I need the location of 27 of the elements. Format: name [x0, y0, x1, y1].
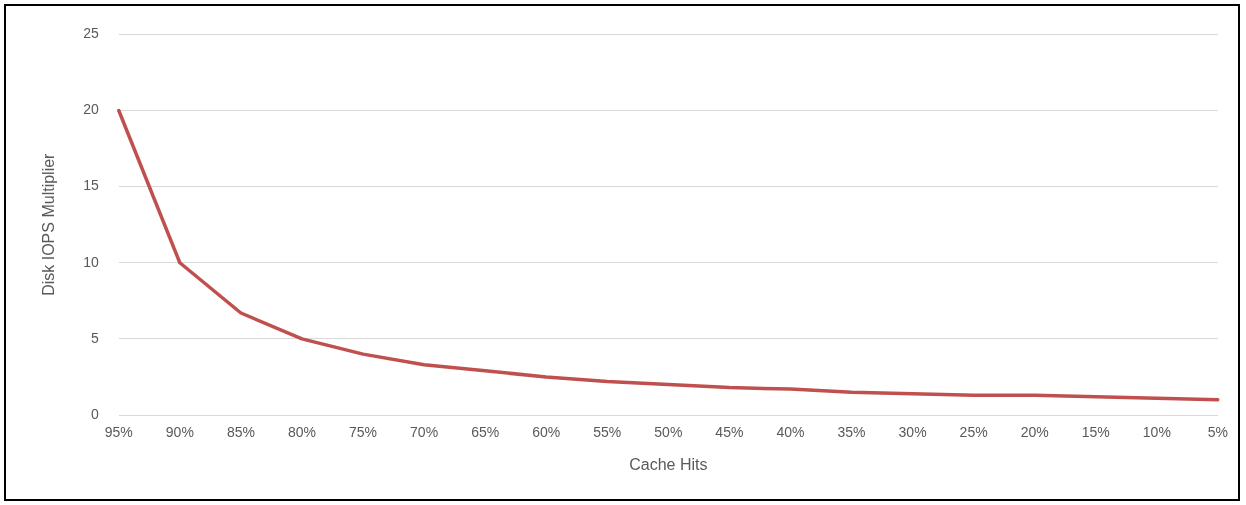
x-tick-label: 45% [715, 424, 744, 441]
x-tick-label: 35% [837, 424, 866, 441]
y-tick-label: 10 [83, 253, 99, 270]
x-tick-label: 5% [1207, 424, 1228, 441]
x-tick-label: 95% [104, 424, 133, 441]
x-tick-label: 40% [776, 424, 805, 441]
x-tick-label: 30% [898, 424, 927, 441]
y-tick-label: 0 [90, 405, 99, 422]
x-tick-label: 75% [349, 424, 378, 441]
x-tick-label: 90% [165, 424, 194, 441]
x-axis-title: Cache Hits [629, 455, 708, 473]
x-tick-label: 65% [471, 424, 500, 441]
x-tick-label: 85% [226, 424, 255, 441]
y-tick-label: 5 [90, 329, 99, 346]
x-tick-label: 15% [1081, 424, 1110, 441]
x-tick-label: 25% [959, 424, 988, 441]
x-tick-label: 80% [287, 424, 316, 441]
y-tick-label: 20 [83, 101, 99, 118]
y-tick-label: 25 [83, 25, 99, 42]
x-tick-label: 10% [1142, 424, 1171, 441]
y-tick-label: 15 [83, 177, 99, 194]
x-tick-label: 70% [410, 424, 439, 441]
x-tick-label: 50% [654, 424, 683, 441]
x-tick-label: 55% [593, 424, 622, 441]
x-tick-label: 20% [1020, 424, 1049, 441]
y-axis-title: Disk IOPS Multiplier [40, 152, 58, 296]
x-tick-label: 60% [532, 424, 561, 441]
